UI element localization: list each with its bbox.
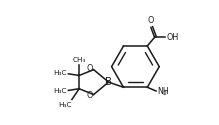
- Text: H₃C: H₃C: [54, 88, 67, 94]
- Text: H₃C: H₃C: [58, 102, 71, 108]
- Text: O: O: [148, 16, 154, 25]
- Text: O: O: [86, 64, 92, 73]
- Text: H₃C: H₃C: [54, 70, 67, 76]
- Text: OH: OH: [166, 33, 178, 42]
- Text: NH: NH: [157, 86, 169, 96]
- Text: B: B: [105, 77, 112, 87]
- Text: 2: 2: [163, 91, 167, 96]
- Text: O: O: [86, 91, 92, 100]
- Text: CH₃: CH₃: [72, 57, 86, 63]
